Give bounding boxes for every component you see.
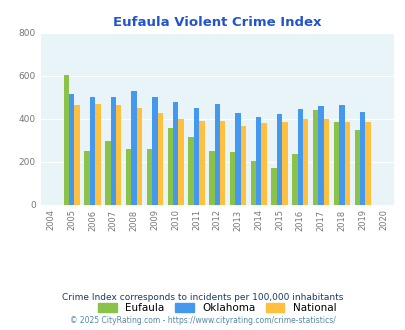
- Bar: [209, 151, 214, 205]
- Bar: [318, 106, 323, 205]
- Bar: [214, 104, 220, 205]
- Bar: [136, 108, 142, 205]
- Bar: [312, 110, 318, 205]
- Bar: [271, 168, 276, 205]
- Bar: [240, 126, 245, 205]
- Text: © 2025 CityRating.com - https://www.cityrating.com/crime-statistics/: © 2025 CityRating.com - https://www.city…: [70, 315, 335, 325]
- Bar: [173, 102, 178, 205]
- Bar: [64, 75, 69, 205]
- Bar: [90, 97, 95, 205]
- Bar: [323, 119, 328, 205]
- Bar: [338, 105, 344, 205]
- Bar: [256, 117, 261, 205]
- Bar: [131, 91, 136, 205]
- Title: Eufaula Violent Crime Index: Eufaula Violent Crime Index: [113, 16, 321, 29]
- Text: Crime Index corresponds to incidents per 100,000 inhabitants: Crime Index corresponds to incidents per…: [62, 292, 343, 302]
- Bar: [344, 122, 349, 205]
- Bar: [292, 153, 297, 205]
- Bar: [354, 130, 359, 205]
- Bar: [116, 105, 121, 205]
- Bar: [74, 105, 80, 205]
- Bar: [84, 151, 90, 205]
- Bar: [69, 94, 74, 205]
- Bar: [193, 108, 198, 205]
- Bar: [364, 122, 370, 205]
- Bar: [126, 149, 131, 205]
- Bar: [281, 122, 287, 205]
- Bar: [110, 97, 116, 205]
- Bar: [198, 121, 204, 205]
- Bar: [229, 152, 235, 205]
- Bar: [95, 104, 100, 205]
- Bar: [220, 121, 225, 205]
- Bar: [333, 122, 338, 205]
- Bar: [152, 97, 157, 205]
- Bar: [157, 113, 162, 205]
- Bar: [276, 114, 281, 205]
- Bar: [235, 113, 240, 205]
- Bar: [250, 161, 256, 205]
- Bar: [178, 119, 183, 205]
- Bar: [167, 128, 173, 205]
- Bar: [297, 109, 302, 205]
- Bar: [261, 123, 266, 205]
- Bar: [188, 137, 193, 205]
- Bar: [147, 149, 152, 205]
- Bar: [302, 119, 308, 205]
- Bar: [359, 112, 364, 205]
- Legend: Eufaula, Oklahoma, National: Eufaula, Oklahoma, National: [94, 299, 340, 317]
- Bar: [105, 141, 110, 205]
